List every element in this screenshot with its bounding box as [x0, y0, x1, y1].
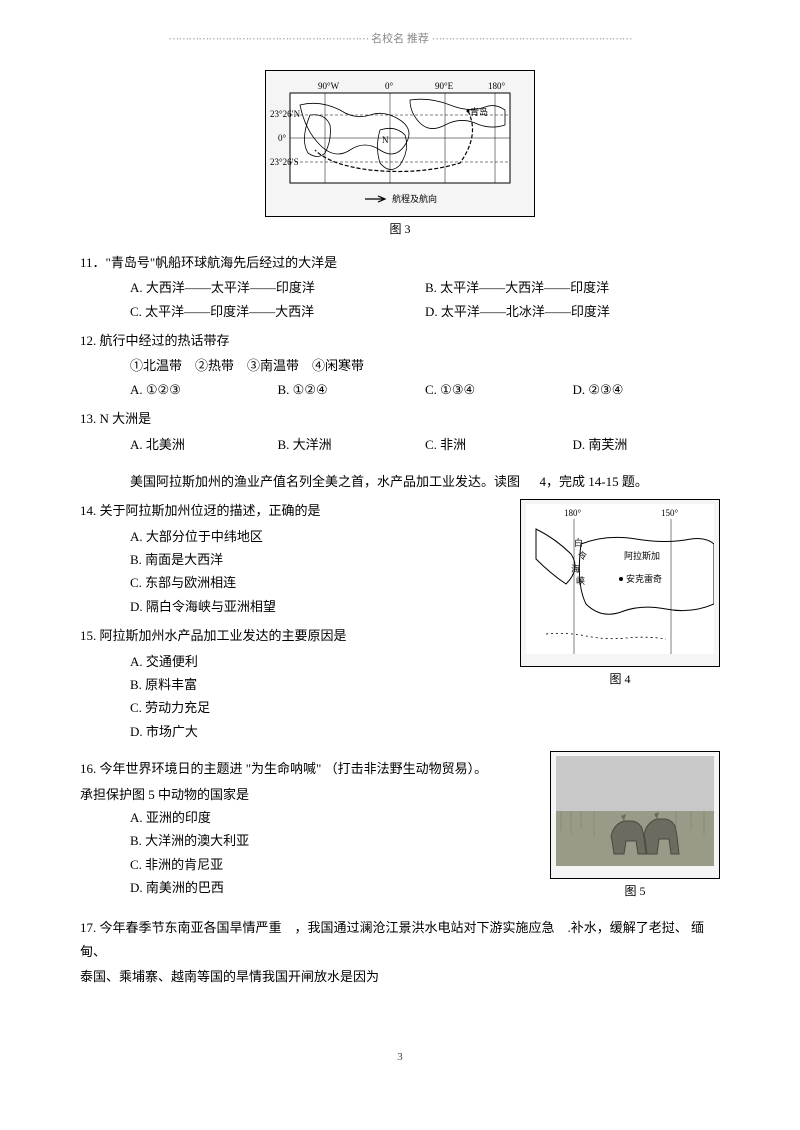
q11-stem: 11．"青岛号"帆船环球航海先后经过的大洋是 [80, 251, 720, 274]
q13-a: A. 北美洲 [130, 433, 278, 456]
q17-line1: 17. 今年春季节东南亚各国旱情严重 ，我国通过澜沧江景洪水电站对下游实施应急 … [80, 916, 720, 963]
q12-stem: 12. 航行中经过的热话带存 [80, 329, 720, 352]
svg-text:白: 白 [574, 537, 583, 548]
svg-text:N: N [382, 135, 389, 145]
q13-stem: 13. N 大洲是 [80, 407, 720, 430]
svg-text:安克雷奇: 安克雷奇 [626, 573, 662, 584]
q11-c: C. 太平洋——印度洋——大西洋 [130, 300, 425, 323]
figure-5 [550, 751, 720, 878]
svg-text:180°: 180° [564, 508, 582, 518]
figure-5-caption: 图 5 [550, 881, 720, 903]
svg-text:阿拉斯加: 阿拉斯加 [624, 550, 660, 561]
figure-5-wrap: 图 5 [550, 751, 720, 902]
svg-text:峡: 峡 [576, 575, 585, 586]
svg-text:令: 令 [578, 550, 587, 561]
svg-text:23°26′S: 23°26′S [270, 157, 299, 167]
svg-text:90°W: 90°W [318, 81, 340, 91]
header-dots-right: ⋯⋯⋯⋯⋯⋯⋯⋯⋯⋯⋯⋯⋯⋯⋯⋯⋯⋯⋯⋯ [432, 33, 632, 45]
q15-c: C. 劳动力充足 [130, 696, 720, 719]
svg-text:海: 海 [571, 563, 580, 574]
figure-3-wrap: 90°W 0° 90°E 180° 23°26′N 0° 23°26′S N 青… [80, 70, 720, 241]
figure-4-caption: 图 4 [520, 669, 720, 691]
header-title: 名校名 推荐 [371, 33, 429, 45]
header-dots-left: ⋯⋯⋯⋯⋯⋯⋯⋯⋯⋯⋯⋯⋯⋯⋯⋯⋯⋯⋯⋯ [168, 33, 368, 45]
svg-text:0°: 0° [385, 81, 394, 91]
figure-4-wrap: 180° 150° 白 令 海 峡 阿拉斯加 安克雷奇 图 4 [520, 499, 720, 690]
q12-a: A. ①②③ [130, 378, 278, 401]
intro-14-15: 美国阿拉斯加州的渔业产值名列全美之首，水产品加工业发达。读图 4，完成 14-1… [130, 470, 720, 493]
q12-b: B. ①②④ [278, 378, 426, 401]
q12-choices: ①北温带 ②热带 ③南温带 ④闲寒带 [130, 354, 720, 377]
svg-text:青岛: 青岛 [470, 106, 488, 117]
svg-text:90°E: 90°E [435, 81, 454, 91]
svg-text:23°26′N: 23°26′N [270, 109, 301, 119]
q12-d: D. ②③④ [573, 378, 721, 401]
q11-opts: A. 大西洋——太平洋——印度洋 B. 太平洋——大西洋——印度洋 C. 太平洋… [130, 276, 720, 323]
q13-opts: A. 北美洲 B. 大洋洲 C. 非洲 D. 南芙洲 [130, 433, 720, 456]
q17-line2: 泰国、乘埔寨、越南等国的旱情我国开闸放水是因为 [80, 965, 720, 988]
svg-text:航程及航向: 航程及航向 [392, 193, 437, 204]
svg-text:180°: 180° [488, 81, 506, 91]
q13-b: B. 大洋洲 [278, 433, 426, 456]
svg-text:0°: 0° [278, 133, 287, 143]
q15-d: D. 市场广大 [130, 720, 720, 743]
page-number: 3 [80, 1048, 720, 1068]
svg-text:150°: 150° [661, 508, 679, 518]
figure-4: 180° 150° 白 令 海 峡 阿拉斯加 安克雷奇 [520, 499, 720, 666]
q11-d: D. 太平洋——北冰洋——印度洋 [425, 300, 720, 323]
q11-a: A. 大西洋——太平洋——印度洋 [130, 276, 425, 299]
figure-3-caption: 图 3 [80, 219, 720, 241]
q12-c: C. ①③④ [425, 378, 573, 401]
q11-b: B. 太平洋——大西洋——印度洋 [425, 276, 720, 299]
page-header: ⋯⋯⋯⋯⋯⋯⋯⋯⋯⋯⋯⋯⋯⋯⋯⋯⋯⋯⋯⋯ 名校名 推荐 ⋯⋯⋯⋯⋯⋯⋯⋯⋯⋯⋯⋯… [80, 30, 720, 50]
q12-opts: A. ①②③ B. ①②④ C. ①③④ D. ②③④ [130, 378, 720, 401]
q13-d: D. 南芙洲 [573, 433, 721, 456]
q13-c: C. 非洲 [425, 433, 573, 456]
figure-3: 90°W 0° 90°E 180° 23°26′N 0° 23°26′S N 青… [265, 70, 535, 217]
